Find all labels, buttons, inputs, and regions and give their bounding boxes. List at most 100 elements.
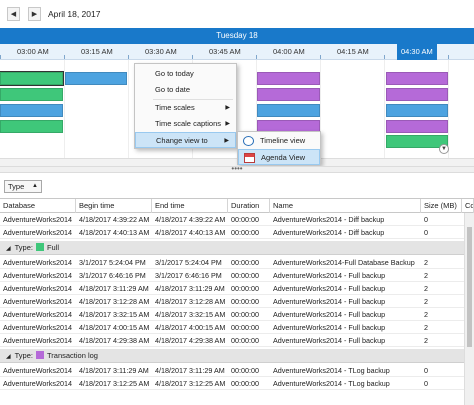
previous-date-button[interactable]: ◀ [7, 7, 20, 21]
cell-name: AdventureWorks2014 - Diff backup [273, 228, 385, 237]
appointment-diff[interactable] [257, 104, 320, 117]
table-row[interactable]: AdventureWorks2014 4/18/2017 3:32:15 AM 4/… [0, 308, 464, 321]
cell-name: AdventureWorks2014 - Full backup [273, 284, 386, 293]
change-view-submenu: Timeline view Agenda View [237, 131, 321, 165]
type-color-swatch [35, 243, 44, 251]
cell-duration: 00:00:00 [231, 310, 259, 319]
time-label: 04:00 AM [273, 47, 305, 56]
cell-size: 0 [424, 379, 428, 388]
table-row[interactable]: AdventureWorks2014 4/18/2017 4:40:13 AM 4/… [0, 226, 464, 239]
tick [320, 55, 321, 59]
appointment-diff[interactable] [0, 104, 63, 117]
cell-begin-time: 4/18/2017 3:12:28 AM [79, 297, 150, 306]
menu-item-go-to-today[interactable]: Go to today [135, 66, 236, 82]
time-label: 03:30 AM [145, 47, 177, 56]
cell-database: AdventureWorks2014 [3, 323, 72, 332]
cell-duration: 00:00:00 [231, 366, 259, 375]
table-row[interactable]: AdventureWorks2014 4/18/2017 3:12:28 AM 4/… [0, 295, 464, 308]
appointment-diff[interactable] [386, 104, 448, 117]
cell-size: 2 [424, 258, 428, 267]
column-header-name[interactable]: Name [270, 199, 421, 213]
cell-end-time: 3/1/2017 5:24:04 PM [155, 258, 222, 267]
cell-size: 0 [424, 366, 428, 375]
appointment-diff[interactable] [65, 72, 127, 85]
appointment-tlog[interactable] [386, 120, 448, 133]
grid-line [64, 60, 65, 158]
menu-item-time-scales[interactable]: Time scales ▶ [135, 100, 236, 116]
chevron-left-icon: ◀ [10, 11, 17, 18]
collapse-icon[interactable]: ◢ [6, 246, 11, 252]
menu-item-change-view-to[interactable]: Change view to ▶ [135, 132, 236, 148]
menu-item-agenda-view[interactable]: Agenda View [238, 149, 320, 165]
appointment-tlog[interactable] [257, 72, 320, 85]
column-header-database[interactable]: Database [0, 199, 76, 213]
appointment-full[interactable] [0, 88, 63, 101]
cell-end-time: 4/18/2017 4:00:15 AM [155, 323, 226, 332]
group-by-type-chip[interactable]: Type ▲ [4, 180, 42, 193]
cell-end-time: 4/18/2017 4:40:13 AM [155, 228, 226, 237]
cell-begin-time: 4/18/2017 4:29:38 AM [79, 336, 150, 345]
table-row[interactable]: AdventureWorks2014 3/1/2017 5:24:04 PM 3/1… [0, 256, 464, 269]
appointment-full[interactable] [0, 71, 64, 86]
cell-begin-time: 3/1/2017 6:46:16 PM [79, 271, 146, 280]
group-row[interactable]: ◢ Type: Full [0, 241, 464, 255]
column-header-size[interactable]: Size (MB) [421, 199, 462, 213]
table-row[interactable]: AdventureWorks2014 4/18/2017 3:12:25 AM 4/… [0, 377, 464, 390]
group-value: Transaction log [46, 351, 98, 360]
appointment-tlog[interactable] [386, 72, 448, 85]
grid-line [384, 60, 385, 158]
time-label-current: 04:30 AM [397, 44, 437, 60]
tick [448, 55, 449, 59]
scrollbar-thumb[interactable] [467, 227, 472, 347]
menu-item-go-to-date[interactable]: Go to date [135, 82, 236, 98]
cell-end-time: 4/18/2017 3:12:25 AM [155, 379, 226, 388]
column-header-begin-time[interactable]: Begin time [76, 199, 152, 213]
menu-item-time-scale-captions[interactable]: Time scale captions ▶ [135, 116, 236, 132]
table-row[interactable]: AdventureWorks2014 3/1/2017 6:46:16 PM 3/1… [0, 269, 464, 282]
column-header-end-time[interactable]: End time [152, 199, 228, 213]
menu-item-timeline-view[interactable]: Timeline view [238, 133, 320, 149]
cell-database: AdventureWorks2014 [3, 228, 72, 237]
scroll-down-icon[interactable]: ▼ [439, 144, 449, 154]
context-menu: Go to today Go to date Time scales ▶ Time… [134, 63, 237, 149]
tick [128, 55, 129, 59]
collapse-icon[interactable]: ◢ [6, 354, 11, 360]
next-date-button[interactable]: ▶ [28, 7, 41, 21]
cell-database: AdventureWorks2014 [3, 284, 72, 293]
table-row[interactable]: AdventureWorks2014 4/18/2017 3:11:29 AM 4/… [0, 282, 464, 295]
chevron-right-icon: ▶ [31, 11, 38, 18]
appointment-tlog[interactable] [386, 88, 448, 101]
current-date-label: April 18, 2017 [48, 9, 101, 19]
cell-size: 2 [424, 310, 428, 319]
panel-splitter[interactable]: •••• [0, 165, 474, 173]
appointment-full[interactable] [0, 120, 63, 133]
menu-item-label: Change view to [156, 136, 208, 145]
cell-name: AdventureWorks2014 - Full backup [273, 336, 386, 345]
cell-database: AdventureWorks2014 [3, 215, 72, 224]
cell-size: 0 [424, 228, 428, 237]
time-label: 03:45 AM [209, 47, 241, 56]
backup-grid: Database Begin time End time Duration Na… [0, 198, 474, 405]
tick [384, 55, 385, 59]
time-label: 04:15 AM [337, 47, 369, 56]
appointment-full[interactable] [386, 135, 448, 148]
grid-line [256, 60, 257, 158]
table-row[interactable]: AdventureWorks2014 4/18/2017 4:00:15 AM 4/… [0, 321, 464, 334]
cell-end-time: 4/18/2017 3:12:28 AM [155, 297, 226, 306]
tick [256, 55, 257, 59]
grid-vertical-scrollbar[interactable] [464, 213, 474, 405]
cell-size: 0 [424, 215, 428, 224]
table-row[interactable]: AdventureWorks2014 4/18/2017 4:39:22 AM 4/… [0, 213, 464, 226]
menu-separator [153, 99, 233, 100]
group-label: Type: [14, 351, 33, 360]
appointment-tlog[interactable] [257, 88, 320, 101]
cell-name: AdventureWorks2014 - TLog backup [273, 366, 390, 375]
submenu-arrow-icon: ▶ [224, 138, 229, 144]
table-row[interactable]: AdventureWorks2014 4/18/2017 4:29:38 AM 4/… [0, 334, 464, 347]
group-row[interactable]: ◢ Type: Transaction log [0, 349, 464, 363]
column-header-duration[interactable]: Duration [228, 199, 270, 213]
column-header-comment[interactable]: Co [462, 199, 474, 213]
table-row[interactable]: AdventureWorks2014 4/18/2017 3:11:29 AM 4/… [0, 364, 464, 377]
cell-duration: 00:00:00 [231, 215, 259, 224]
cell-begin-time: 4/18/2017 3:12:25 AM [79, 379, 150, 388]
